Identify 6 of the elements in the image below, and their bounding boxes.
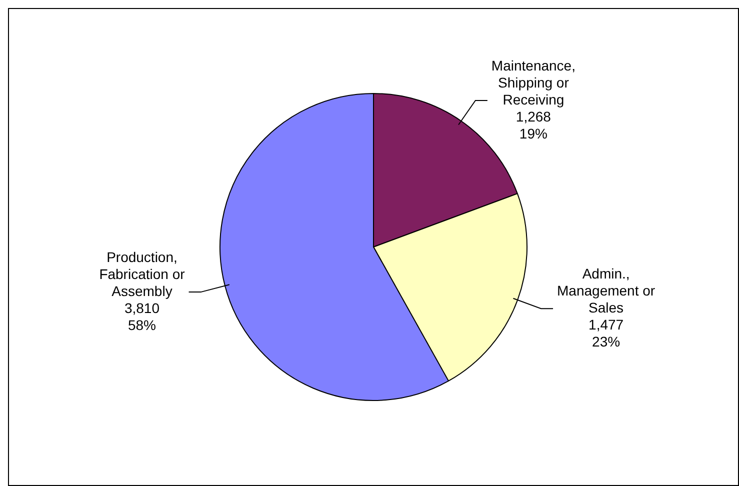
data-label: 1,477 23%	[588, 316, 624, 350]
slice-label: Maintenance, Shipping or Receiving	[491, 57, 576, 108]
slice-label: Production, Fabrication or Assembly	[99, 248, 186, 299]
slice-label: Admin., Management or Sales	[557, 265, 656, 316]
data-label: 1,268 19%	[516, 108, 552, 142]
data-label: 3,810 58%	[124, 300, 160, 333]
